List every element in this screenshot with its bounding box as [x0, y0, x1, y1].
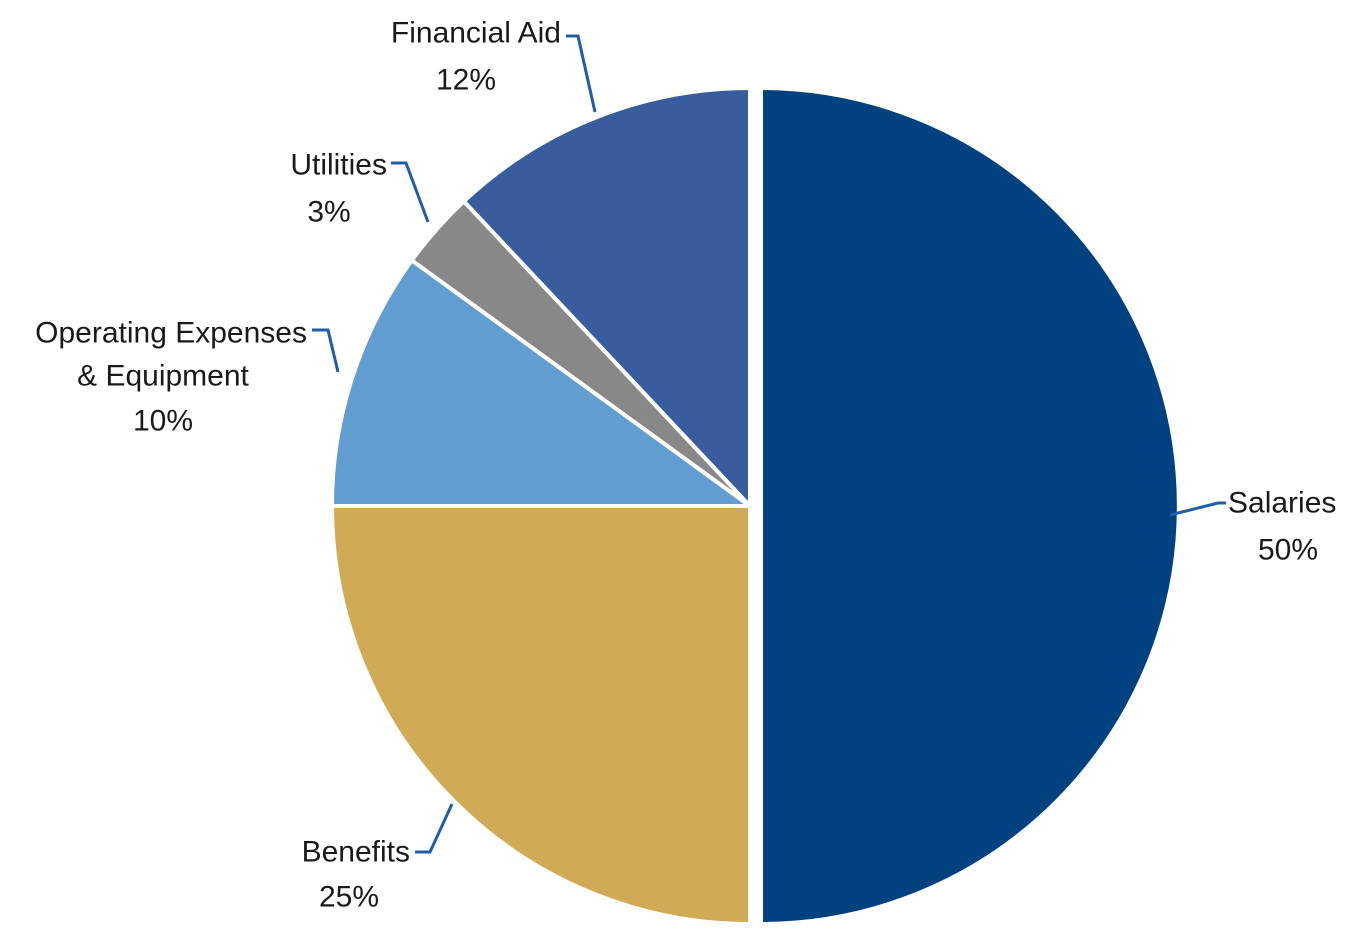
slice-value-salaries: 50% [1258, 534, 1318, 567]
slice-label-salaries: Salaries [1228, 487, 1336, 520]
leader-lines [312, 34, 1226, 854]
leader-line-benefits [415, 803, 454, 854]
slice-labels: Salaries 50% Benefits 25% Operating Expenses… [35, 17, 1336, 914]
slice-label-operating-expenses-and-equipment: & Equipment [77, 360, 249, 393]
slice-value-utilities: 3% [307, 196, 350, 229]
slice-label-operating-expenses-and-equipment: Operating Expenses [35, 317, 307, 350]
leader-line-financial-aid [566, 34, 597, 113]
slice-label-utilities: Utilities [290, 149, 387, 182]
slice-label-financial-aid: Financial Aid [391, 17, 561, 50]
slice-value-financial-aid: 12% [436, 64, 496, 97]
pie-slices [329, 85, 1181, 927]
slice-label-benefits: Benefits [302, 836, 410, 869]
leader-line-salaries [1169, 501, 1226, 517]
pie-slice-benefits [329, 504, 752, 927]
slice-value-benefits: 25% [319, 881, 379, 914]
slice-value-operating-expenses-and-equipment: 10% [133, 405, 193, 438]
leader-line-operating-expenses-and-equipment [312, 328, 340, 373]
pie-slice-financial-aid [461, 85, 752, 512]
pie-slice-operating-expenses-and-equipment [329, 257, 757, 508]
pie-slice-salaries [759, 85, 1181, 927]
leader-line-utilities [391, 161, 430, 223]
